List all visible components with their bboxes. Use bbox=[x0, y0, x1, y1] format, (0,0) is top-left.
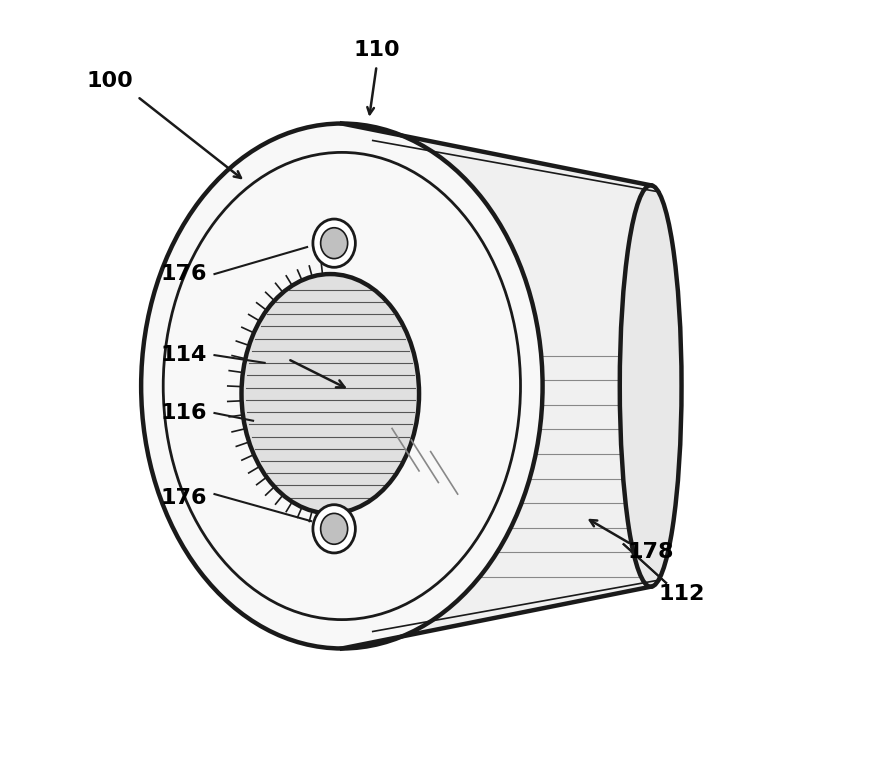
Ellipse shape bbox=[321, 228, 348, 259]
Text: 116: 116 bbox=[161, 403, 207, 423]
Text: 100: 100 bbox=[87, 71, 134, 91]
Ellipse shape bbox=[313, 505, 355, 553]
Ellipse shape bbox=[620, 185, 681, 587]
Text: 178: 178 bbox=[627, 542, 674, 562]
Ellipse shape bbox=[141, 124, 542, 648]
Ellipse shape bbox=[313, 219, 355, 267]
Ellipse shape bbox=[321, 513, 348, 544]
Text: 112: 112 bbox=[659, 584, 705, 604]
Ellipse shape bbox=[242, 274, 419, 513]
Text: 176: 176 bbox=[161, 264, 207, 284]
Text: 114: 114 bbox=[161, 345, 207, 365]
Text: 176: 176 bbox=[161, 488, 207, 508]
Polygon shape bbox=[342, 124, 681, 648]
Text: 110: 110 bbox=[354, 40, 400, 60]
